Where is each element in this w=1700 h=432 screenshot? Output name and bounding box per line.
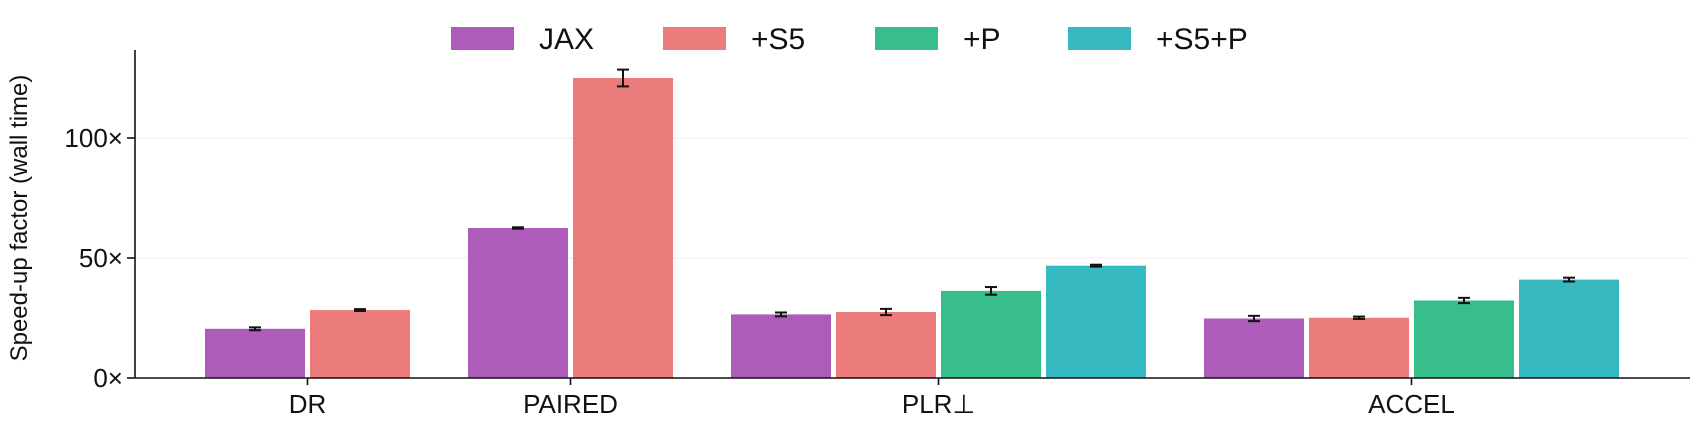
y-axis-title: Speed-up factor (wall time) [6, 75, 33, 362]
x-tick-label: PLR⊥ [902, 389, 975, 419]
bar [1204, 318, 1304, 378]
legend-swatch [875, 27, 938, 50]
bar [1309, 317, 1409, 378]
bar [310, 310, 410, 378]
legend-swatch [1068, 27, 1131, 50]
legend-swatch [451, 27, 514, 50]
legend-swatch [663, 27, 726, 50]
y-tick-label: 50× [79, 243, 123, 273]
legend-label: +S5+P [1156, 23, 1248, 56]
legend: JAX +S5 +P +S5+P [451, 23, 1248, 56]
bar [941, 290, 1041, 378]
x-tick-label: ACCEL [1368, 389, 1455, 419]
grid-layer [135, 137, 1690, 259]
bar [836, 312, 936, 378]
bar [1046, 265, 1146, 378]
bar [573, 78, 673, 378]
bar [1519, 279, 1619, 378]
legend-label: +P [963, 23, 1001, 56]
y-tick-label: 100× [64, 123, 123, 153]
bar [205, 328, 305, 378]
legend-label: JAX [539, 23, 594, 56]
bar [731, 314, 831, 378]
x-tick-label: PAIRED [523, 389, 618, 419]
bar [468, 228, 568, 378]
axes-layer [134, 50, 1690, 379]
y-tick-label: 0× [93, 363, 123, 393]
legend-label: +S5 [751, 23, 805, 56]
labels-layer: 0× 50× 100× DR PAIRED PLR⊥ ACCEL [64, 123, 1454, 419]
bars-layer [205, 68, 1619, 378]
bar [1414, 300, 1514, 378]
x-tick-label: DR [289, 389, 327, 419]
